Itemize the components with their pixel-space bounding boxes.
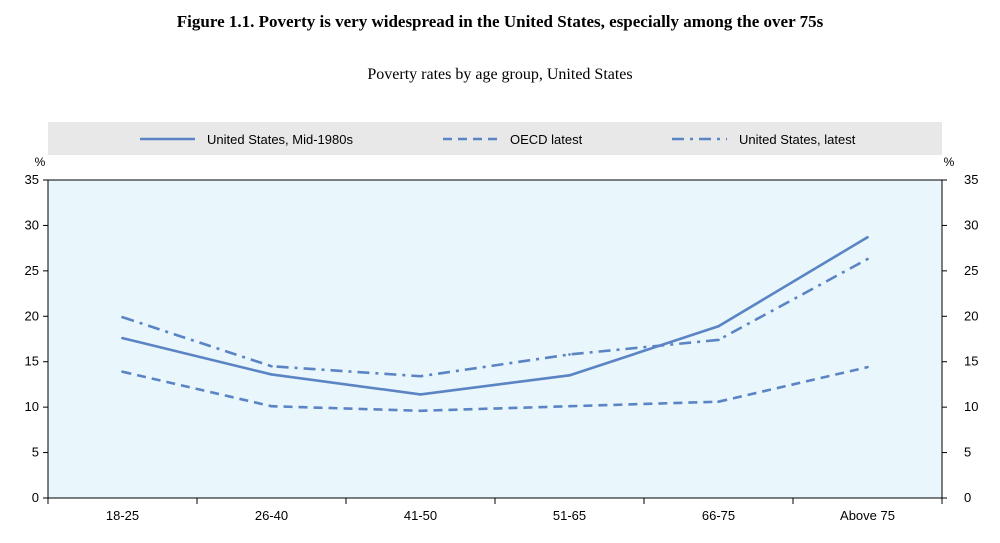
data-point xyxy=(121,315,124,319)
series-line-1 xyxy=(122,365,868,413)
y-tick-label-right: 30 xyxy=(964,217,978,232)
legend-label-2: United States, latest xyxy=(739,132,856,147)
x-tick-label: Above 75 xyxy=(840,508,895,523)
data-point xyxy=(568,353,571,356)
data-point xyxy=(568,374,571,377)
data-point xyxy=(419,374,422,378)
figure-title: Figure 1.1. Poverty is very widespread i… xyxy=(176,12,824,31)
y-tick-label-left: 5 xyxy=(32,445,39,460)
y-tick-label-right: 20 xyxy=(964,308,978,323)
y-tick-label-right: 0 xyxy=(964,490,971,505)
data-point xyxy=(866,365,869,369)
y-axis-right: 0 5 10 15 20 25 30 35 xyxy=(942,172,978,505)
data-point xyxy=(568,404,571,408)
y-axis-unit-right: % xyxy=(944,155,955,169)
y-tick-label-left: 25 xyxy=(25,263,39,278)
chart-subtitle: Poverty rates by age group, United State… xyxy=(367,66,633,83)
x-axis: 18-25 26-40 41-50 51-65 66-75 Above 75 xyxy=(47,498,943,523)
data-point xyxy=(717,324,720,328)
data-point xyxy=(270,364,273,368)
series-line-0 xyxy=(122,236,869,396)
legend-label-1: OECD latest xyxy=(510,132,583,147)
x-tick-label: 66-75 xyxy=(702,508,735,523)
data-point xyxy=(866,235,869,239)
x-tick-label: 51-65 xyxy=(553,508,586,523)
y-tick-label-left: 35 xyxy=(25,172,39,187)
data-point xyxy=(270,373,273,376)
x-tick-label: 26-40 xyxy=(255,508,288,523)
legend-label-0: United States, Mid-1980s xyxy=(207,132,353,147)
legend: United States, Mid-1980s OECD latest Unite… xyxy=(140,132,856,147)
y-axis-unit-left: % xyxy=(35,155,46,169)
x-tick-label: 18-25 xyxy=(106,508,139,523)
series-layer xyxy=(121,235,869,413)
data-point xyxy=(717,338,720,342)
data-point xyxy=(121,370,124,374)
y-tick-label-right: 5 xyxy=(964,445,971,460)
y-tick-label-right: 25 xyxy=(964,263,978,278)
data-point xyxy=(270,404,273,408)
y-tick-label-right: 10 xyxy=(964,399,978,414)
y-tick-label-right: 35 xyxy=(964,172,978,187)
y-tick-label-left: 30 xyxy=(25,217,39,232)
data-point xyxy=(121,336,124,340)
y-tick-label-left: 15 xyxy=(25,354,39,369)
data-point xyxy=(866,257,869,261)
y-tick-label-right: 15 xyxy=(964,354,978,369)
y-tick-label-left: 20 xyxy=(25,308,39,323)
x-tick-label: 41-50 xyxy=(404,508,437,523)
data-point xyxy=(717,400,720,403)
y-tick-label-left: 10 xyxy=(25,399,39,414)
plot-area xyxy=(47,179,943,499)
y-tick-label-left: 0 xyxy=(32,490,39,505)
data-point xyxy=(419,393,422,396)
data-point xyxy=(419,409,422,413)
y-axis-left: 0 5 10 15 20 25 30 35 xyxy=(25,172,48,505)
series-line-2 xyxy=(122,257,869,378)
